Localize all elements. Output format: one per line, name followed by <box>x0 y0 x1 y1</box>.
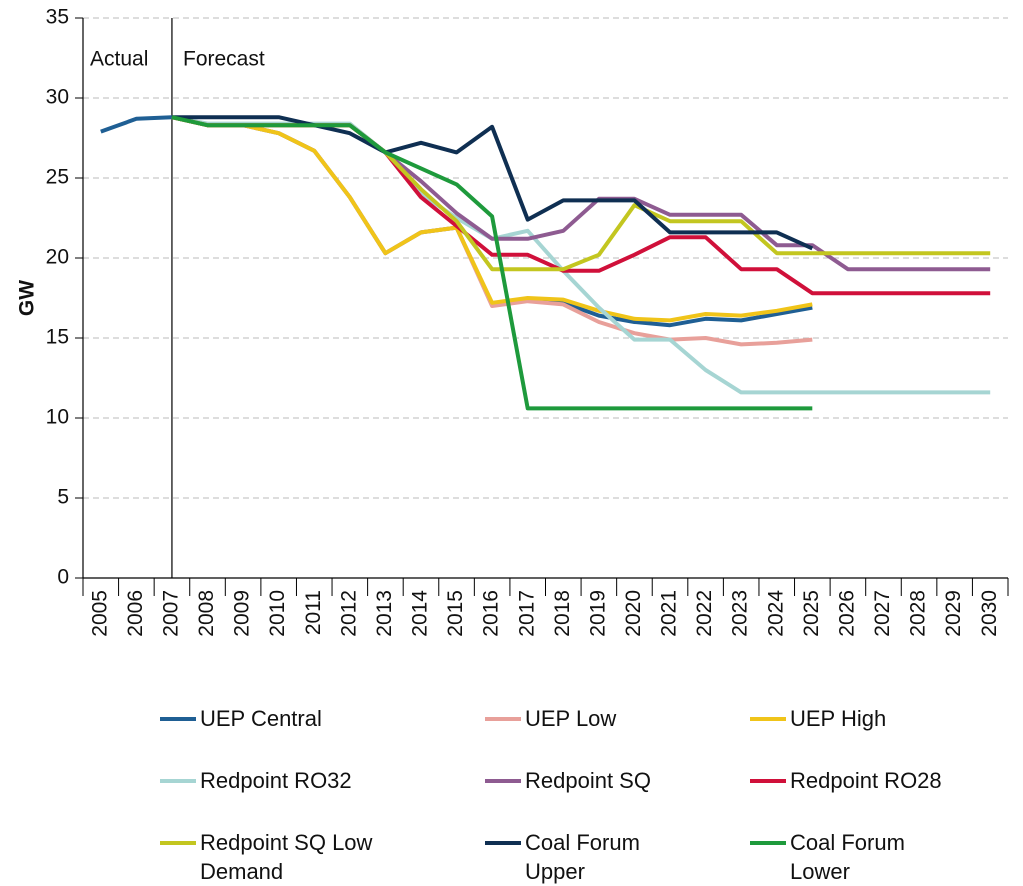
legend-label: UEP Central <box>200 706 322 731</box>
x-tick-label: 2028 <box>907 590 930 637</box>
legend-item: Coal Forum Upper <box>485 828 750 884</box>
x-tick-label: 2020 <box>622 590 645 637</box>
legend-item: Redpoint SQ <box>485 766 750 814</box>
legend-item: Redpoint SQ Low Demand <box>160 828 485 884</box>
legend-item: Coal Forum Lower <box>750 828 1000 884</box>
x-tick-label: 2022 <box>693 590 716 637</box>
y-tick-label: 35 <box>46 6 69 29</box>
x-tick-label: 2019 <box>586 590 609 637</box>
legend-swatch <box>160 717 196 721</box>
y-tick-label: 25 <box>46 166 69 189</box>
x-tick-label: 2024 <box>764 590 787 637</box>
legend-swatch <box>750 717 786 721</box>
legend-label: UEP High <box>790 706 887 731</box>
y-tick-label: 5 <box>57 486 69 509</box>
legend-item: UEP High <box>750 704 1000 752</box>
x-tick-label: 2011 <box>302 590 325 635</box>
legend-swatch <box>750 779 786 783</box>
legend-label: Coal Forum Lower <box>790 830 905 884</box>
legend-label: Redpoint RO28 <box>790 768 942 793</box>
legend-item: UEP Central <box>160 704 485 752</box>
x-tick-label: 2016 <box>480 590 503 637</box>
legend-swatch <box>750 841 786 845</box>
x-tick-label: 2013 <box>373 590 396 637</box>
x-tick-label: 2009 <box>231 590 254 637</box>
legend-label: Redpoint SQ Low Demand <box>200 830 373 884</box>
series-line <box>171 115 813 323</box>
x-tick-label: 2026 <box>835 590 858 637</box>
legend-item: Redpoint RO28 <box>750 766 1000 814</box>
x-tick-label: 2025 <box>800 590 823 637</box>
annotation: Actual <box>90 48 148 71</box>
legend-swatch <box>160 841 196 845</box>
x-tick-label: 2008 <box>195 590 218 637</box>
y-tick-label: 30 <box>46 86 69 109</box>
legend-label: Coal Forum Upper <box>525 830 640 884</box>
x-tick-label: 2018 <box>551 590 574 637</box>
legend-label: Redpoint RO32 <box>200 768 352 793</box>
x-tick-label: 2006 <box>124 590 147 637</box>
y-axis-label: GW <box>16 280 39 316</box>
x-tick-label: 2010 <box>266 590 289 637</box>
x-tick-label: 2015 <box>444 590 467 637</box>
legend-item: Redpoint RO32 <box>160 766 485 814</box>
series-line <box>171 115 991 296</box>
legend-item: UEP Low <box>485 704 750 752</box>
x-tick-label: 2017 <box>515 590 538 637</box>
legend-swatch <box>485 779 521 783</box>
series-line <box>171 115 814 251</box>
x-tick-label: 2021 <box>658 590 681 637</box>
legend-swatch <box>485 717 521 721</box>
x-tick-label: 2030 <box>978 590 1001 637</box>
legend-label: UEP Low <box>525 706 617 731</box>
y-tick-label: 15 <box>46 326 69 349</box>
annotation: Forecast <box>183 48 265 71</box>
x-tick-label: 2014 <box>409 590 432 637</box>
x-tick-label: 2023 <box>729 590 752 637</box>
x-tick-label: 2012 <box>337 590 360 637</box>
y-tick-label: 10 <box>46 406 69 429</box>
x-tick-label: 2027 <box>871 590 894 637</box>
legend: UEP Central UEP Low UEP High Redpoint RO32 R… <box>160 704 1010 884</box>
x-tick-label: 2007 <box>159 590 182 637</box>
x-tick-label: 2029 <box>942 590 965 637</box>
legend-label: Redpoint SQ <box>525 768 651 793</box>
legend-swatch <box>160 779 196 783</box>
y-tick-label: 0 <box>57 566 69 589</box>
series-line <box>171 115 813 411</box>
legend-swatch <box>485 841 521 845</box>
x-tick-label: 2005 <box>88 590 111 637</box>
y-tick-label: 20 <box>46 246 69 269</box>
